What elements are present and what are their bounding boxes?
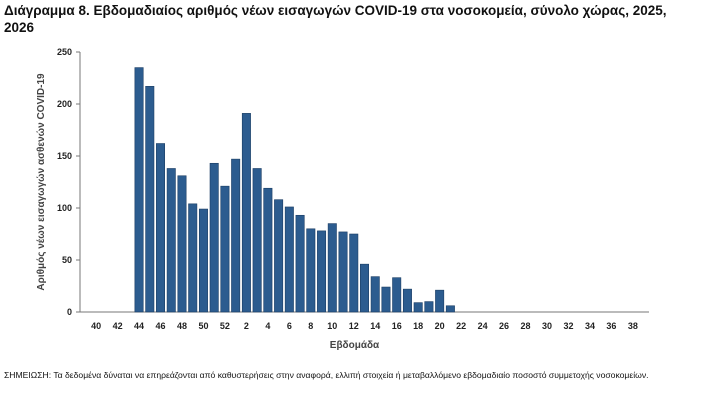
x-tick-label: 2 [244,321,249,331]
y-tick-label: 250 [57,47,72,57]
bar-week-21 [445,305,455,313]
bar-week-7 [295,214,305,313]
bar-week-5 [274,199,284,313]
bar-week-8 [306,228,316,313]
bar-week-18 [413,302,423,313]
x-tick-label: 20 [435,321,445,331]
x-tick-label: 36 [606,321,616,331]
bar-week-50 [198,208,208,313]
y-tick-label: 50 [62,255,72,265]
bar-week-16 [392,277,402,313]
x-tick-label: 48 [177,321,187,331]
y-tick-label: 150 [57,151,72,161]
x-tick-label: 40 [91,321,101,331]
bar-week-10 [327,223,337,313]
bars [134,67,455,313]
bar-week-19 [424,301,434,313]
x-tick-label: 34 [585,321,595,331]
bar-week-9 [317,230,327,313]
x-tick-label: 28 [521,321,531,331]
x-tick-label: 52 [220,321,230,331]
chart-title: Διάγραμμα 8. Εβδομαδιαίος αριθμός νέων ε… [4,3,667,35]
x-tick-label: 8 [308,321,313,331]
x-tick-label: 12 [349,321,359,331]
x-tick-label: 6 [287,321,292,331]
bar-week-3 [252,168,262,313]
chart-note: ΣΗΜΕΙΩΣΗ: Τα δεδομένα δύναται να επηρεάζ… [4,370,649,380]
bar-week-49 [188,203,198,313]
x-tick-label: 38 [628,321,638,331]
bar-week-11 [338,231,348,313]
bar-week-13 [360,263,369,313]
x-tick-label: 50 [198,321,208,331]
y-tick-label: 100 [57,203,72,213]
x-tick-label: 26 [499,321,509,331]
bar-week-4 [263,187,273,313]
bar-week-52 [220,185,230,313]
x-ticks: 40 42 44 46 48 50 52 2 4 6 8 10 12 14 16 18 20 22 24 26 28 30… [91,321,638,331]
y-ticks: 0 50 100 150 200 250 [57,47,80,317]
bar-week-1 [231,158,241,313]
bar-week-20 [435,289,445,313]
y-axis-label: Αριθμός νέων εισαγωγών ασθενών COVID-19 [36,73,47,291]
bar-week-12 [349,233,359,313]
x-tick-label: 14 [370,321,380,331]
bar-week-17 [402,288,412,313]
x-tick-label: 4 [265,321,270,331]
x-tick-label: 22 [456,321,466,331]
x-tick-label: 10 [327,321,337,331]
x-tick-label: 42 [113,321,123,331]
x-tick-label: 24 [478,321,488,331]
bar-week-45 [145,86,155,313]
bar-week-6 [284,206,294,313]
x-tick-label: 16 [392,321,402,331]
x-axis-label: Εβδομάδα [330,340,380,351]
bar-week-46 [156,143,166,313]
y-tick-label: 200 [57,99,72,109]
x-tick-label: 32 [563,321,573,331]
x-tick-label: 30 [542,321,552,331]
x-tick-label: 46 [156,321,166,331]
x-tick-label: 44 [134,321,144,331]
bar-week-44 [134,67,144,313]
bar-week-51 [209,162,219,313]
y-tick-label: 0 [67,307,72,317]
x-tick-label: 18 [413,321,423,331]
bar-week-2 [241,113,251,313]
bar-week-14 [370,276,380,313]
bar-week-15 [381,286,391,313]
bar-week-47 [166,168,176,313]
bar-week-48 [177,175,187,313]
